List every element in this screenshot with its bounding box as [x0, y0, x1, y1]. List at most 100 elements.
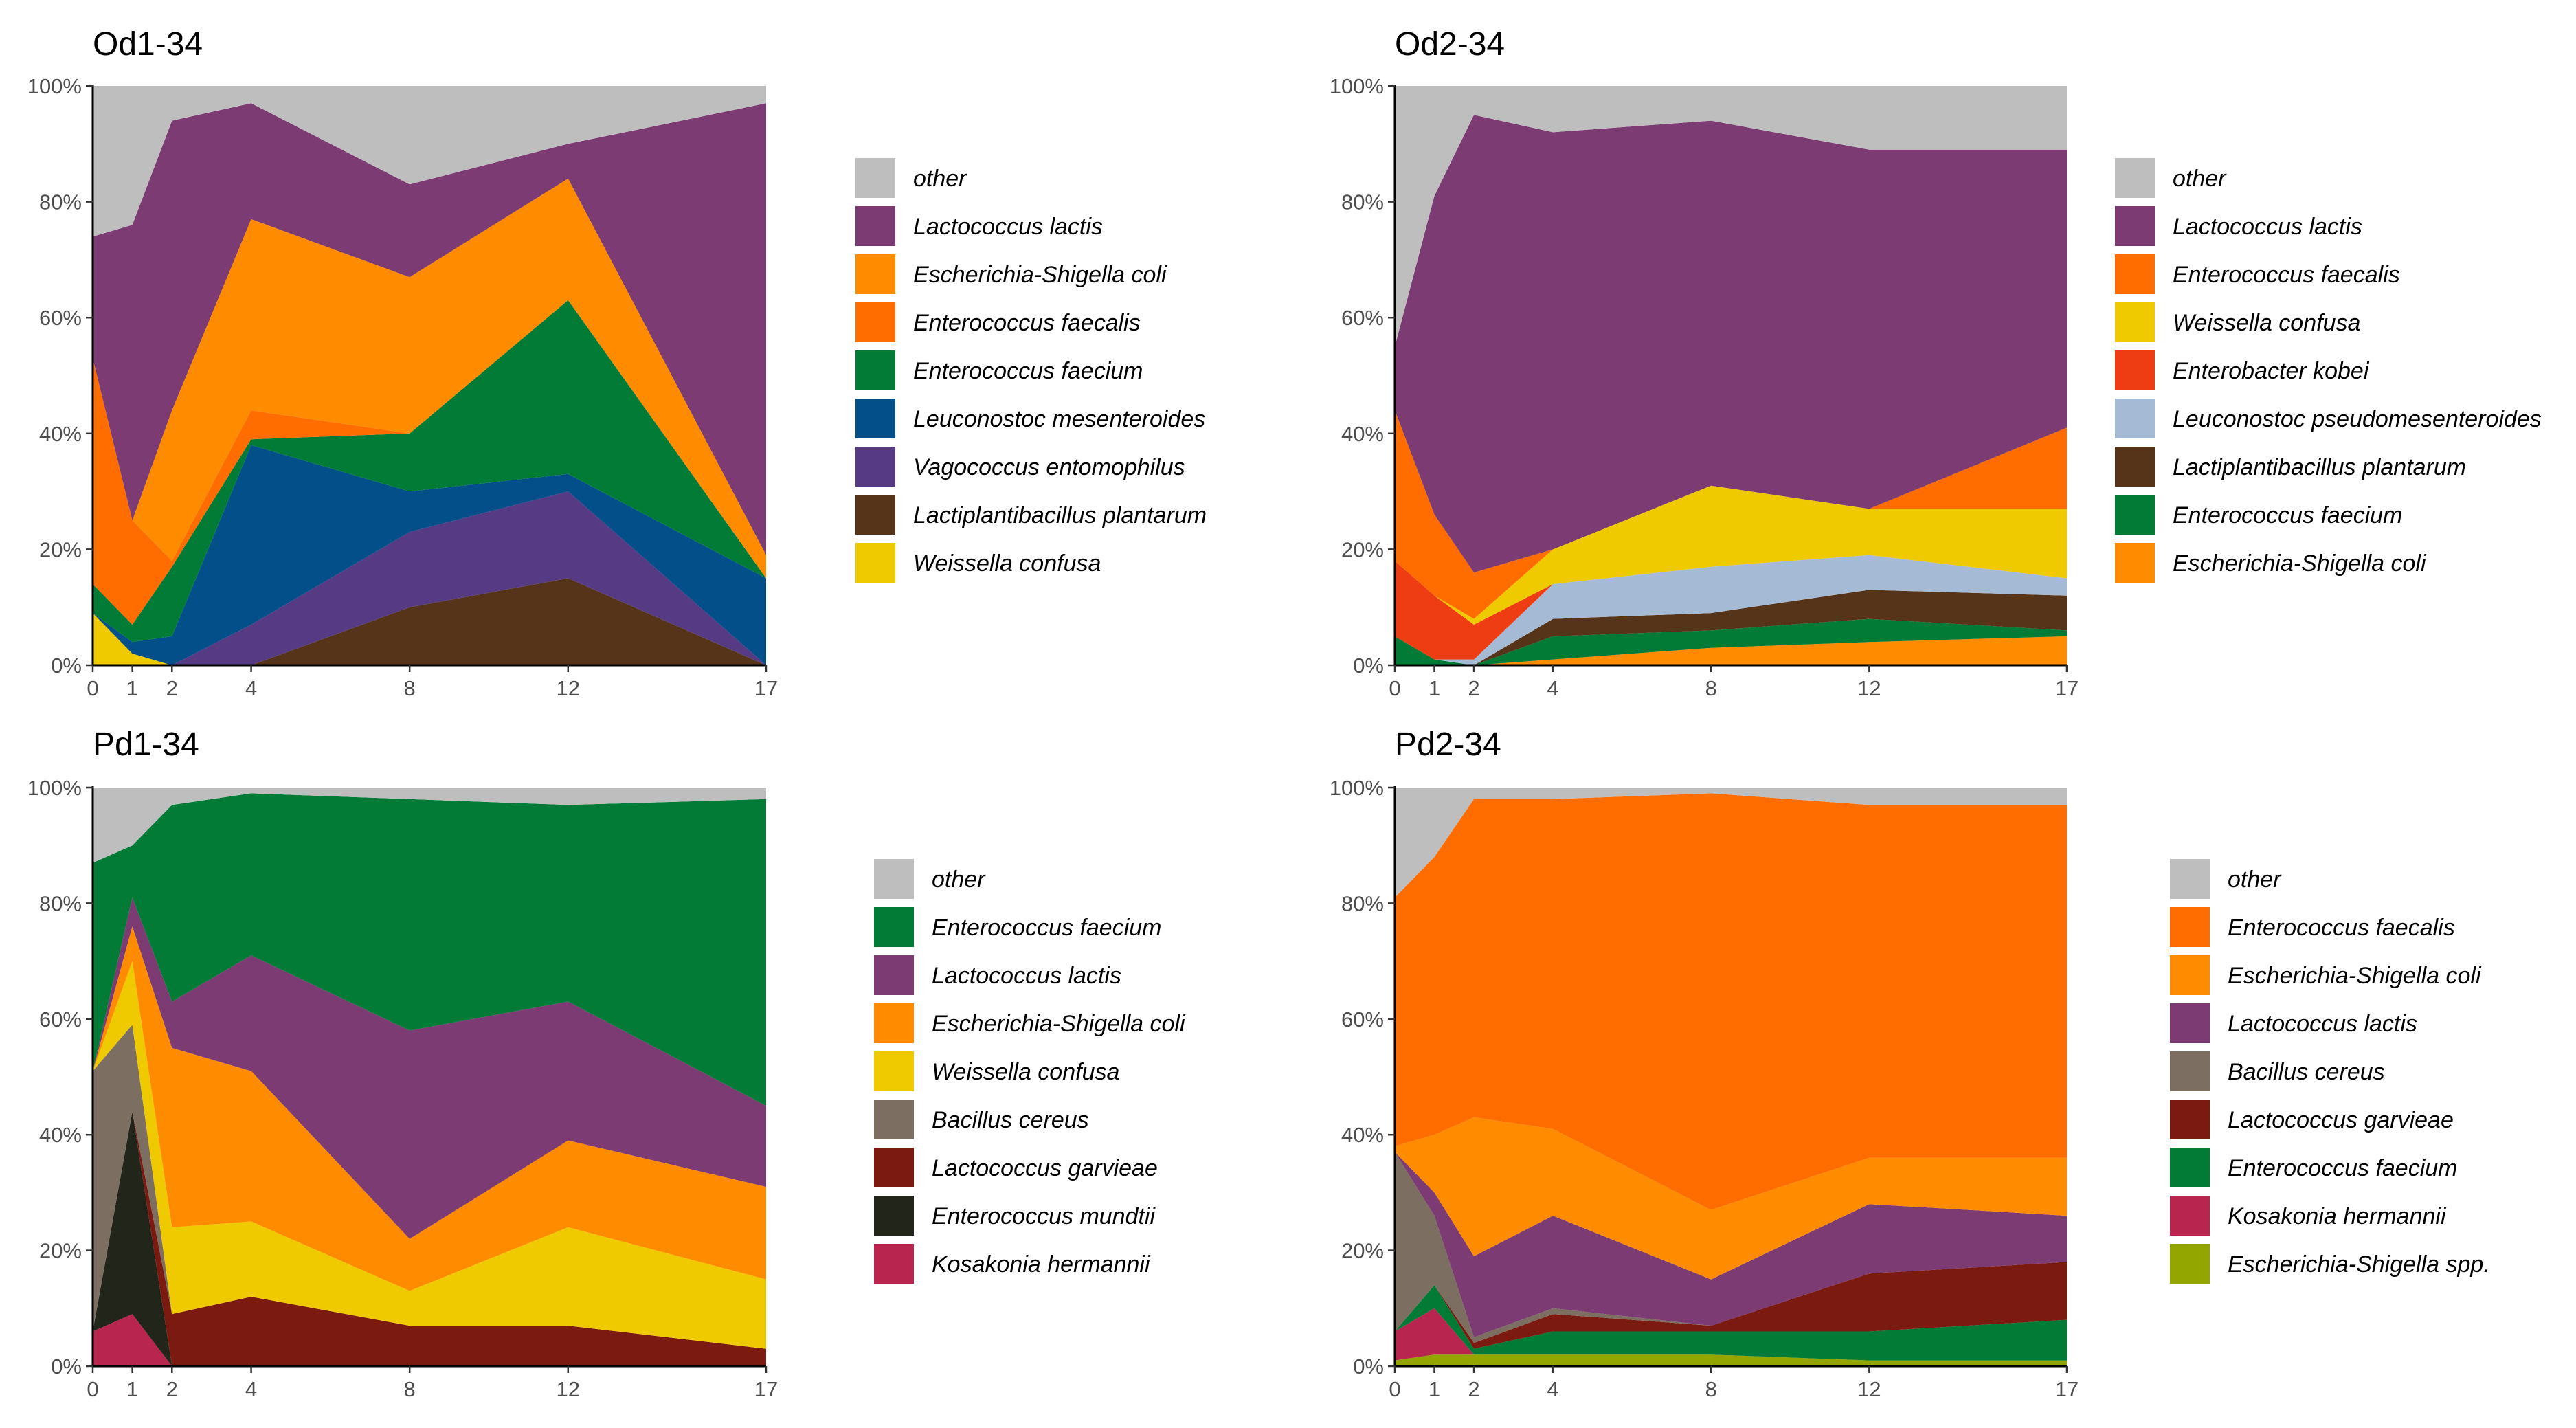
area-lactiplantibacillus-plantarum: [1395, 590, 2067, 665]
legend-label: other: [932, 867, 986, 893]
legend-key-enterococcus-faecium: [874, 907, 914, 947]
legend-key-lactococcus-lactis: [2170, 1003, 2210, 1043]
y-tick-label: 40%: [1341, 422, 1384, 446]
area-lactococcus-garvieae: [1395, 1262, 2067, 1349]
legend-key-lactococcus-lactis: [874, 955, 914, 995]
area-kosakonia-hermannii: [93, 1314, 766, 1366]
x-tick-label: 0: [87, 676, 98, 700]
legend-key-enterococcus-faecium: [2170, 1148, 2210, 1187]
legend-label: other: [2173, 166, 2227, 192]
y-tick-label: 80%: [39, 190, 82, 214]
area-other: [1395, 86, 2067, 347]
y-tick-label: 40%: [1341, 1123, 1384, 1147]
legend-label: Lactiplantibacillus plantarum: [2173, 454, 2466, 480]
legend-key-lactococcus-lactis: [855, 206, 895, 246]
legend-key-bacillus-cereus: [2170, 1051, 2210, 1091]
x-tick-label: 1: [1429, 676, 1440, 700]
axes: 0%20%40%60%80%100%0 1 2 4 8 12 17: [27, 776, 779, 1401]
panel-title: Od1-34: [93, 26, 203, 63]
legend-key-lactococcus-garvieae: [2170, 1100, 2210, 1139]
legend: other Enterococcus faecalis Escherichia-Sh…: [2170, 859, 2490, 1284]
legend-key-escherichia-shigella-coli: [874, 1003, 914, 1043]
legend-key-leuconostoc-pseudomesenteroides: [2115, 399, 2155, 438]
y-tick-label: 20%: [1341, 1239, 1384, 1263]
panel-title: Od2-34: [1395, 26, 1505, 63]
legend-label: other: [2228, 867, 2282, 893]
legend-key-lactococcus-garvieae: [874, 1148, 914, 1187]
area-lactococcus-lactis: [1395, 115, 2067, 573]
area-enterococcus-faecium: [1395, 1285, 2067, 1361]
legend-key-lactiplantibacillus-plantarum: [855, 495, 895, 535]
axes: 0%20%40%60%80%100%0 1 2 4 8 12 17: [27, 74, 779, 700]
x-tick-label: 1: [1429, 1377, 1440, 1401]
legend-label: Lactococcus lactis: [932, 963, 1121, 989]
x-tick-label: 0: [1389, 1377, 1400, 1401]
x-tick-label: 8: [1705, 676, 1717, 700]
y-tick-label: 20%: [39, 537, 82, 561]
x-tick-label: 2: [1468, 676, 1479, 700]
area-weissella-confusa: [1395, 485, 2067, 625]
legend-label: Bacillus cereus: [932, 1107, 1089, 1133]
legend-key-weissella-confusa: [2115, 302, 2155, 342]
x-tick-label: 17: [2055, 676, 2079, 700]
y-tick-label: 60%: [39, 306, 82, 330]
legend-label: Weissella confusa: [932, 1059, 1119, 1085]
legend-label: Enterococcus faecium: [2173, 502, 2403, 528]
plot-area: [93, 86, 766, 665]
area-lactococcus-lactis: [93, 103, 766, 555]
legend-key-other: [2115, 158, 2155, 198]
legend-key-escherichia-shigella-spp: [2170, 1244, 2210, 1284]
legend-key-enterobacter-kobei: [2115, 350, 2155, 390]
area-escherichia-shigella-coli: [1395, 1117, 2067, 1280]
legend-key-escherichia-shigella-coli: [2170, 955, 2210, 995]
area-lactococcus-lactis: [93, 897, 766, 1239]
area-enterococcus-faecium: [1395, 618, 2067, 665]
area-enterococcus-faecium: [93, 793, 766, 1106]
y-tick-label: 60%: [1341, 1007, 1384, 1031]
y-tick-label: 80%: [39, 891, 82, 915]
x-tick-label: 1: [126, 676, 138, 700]
plot-area: [1395, 788, 2067, 1366]
y-tick-label: 80%: [1341, 891, 1384, 915]
x-tick-label: 12: [557, 676, 580, 700]
area-other: [93, 86, 766, 237]
legend-key-other: [2170, 859, 2210, 899]
area-enterococcus-faecalis: [93, 300, 766, 625]
legend-label: Kosakonia hermannii: [2228, 1203, 2447, 1229]
legend-label: Enterococcus faecalis: [2228, 915, 2455, 941]
plot-area: [93, 788, 766, 1366]
x-tick-label: 17: [2055, 1377, 2079, 1401]
legend-label: Enterococcus faecalis: [913, 310, 1141, 336]
legend-label: Leuconostoc pseudomesenteroides: [2173, 406, 2542, 432]
legend-label: Kosakonia hermannii: [932, 1251, 1151, 1278]
area-escherichia-shigella-coli: [93, 926, 766, 1291]
legend-label: Escherichia-Shigella spp.: [2228, 1251, 2490, 1278]
legend-key-weissella-confusa: [855, 543, 895, 583]
x-tick-label: 8: [404, 1377, 416, 1401]
x-tick-label: 4: [1547, 676, 1558, 700]
legend: other Lactococcus lactis Escherichia-Shige…: [855, 158, 1207, 583]
y-tick-label: 0%: [1353, 1354, 1384, 1379]
panel-pd1-34: Pd1-34 0%20%40%60%80%100%0 1 2 4 8 12 17otherE…: [27, 726, 1186, 1401]
x-tick-label: 0: [1389, 676, 1400, 700]
area-enterobacter-kobei: [1395, 555, 2067, 660]
area-escherichia-shigella-spp: [1395, 1354, 2067, 1366]
area-other: [1395, 788, 2067, 897]
x-tick-label: 2: [166, 1377, 178, 1401]
x-tick-label: 8: [1705, 1377, 1717, 1401]
area-escherichia-shigella-coli: [1395, 636, 2067, 665]
legend-key-lactococcus-lactis: [2115, 206, 2155, 246]
panel-pd2-34: Pd2-34 0%20%40%60%80%100%0 1 2 4 8 12 17otherE…: [1330, 726, 2490, 1401]
legend-label: Enterococcus faecium: [2228, 1155, 2458, 1181]
x-tick-label: 12: [1857, 676, 1881, 700]
y-tick-label: 100%: [1330, 776, 1384, 800]
x-tick-label: 17: [754, 676, 778, 700]
legend-label: Lactiplantibacillus plantarum: [913, 502, 1207, 528]
area-lactococcus-lactis: [1395, 1152, 2067, 1337]
area-lactiplantibacillus-plantarum: [93, 578, 766, 665]
legend-label: Enterococcus faecalis: [2173, 262, 2400, 288]
legend-label: Enterococcus faecium: [932, 915, 1162, 941]
y-tick-label: 40%: [39, 1123, 82, 1147]
area-enterococcus-faecium: [93, 300, 766, 643]
